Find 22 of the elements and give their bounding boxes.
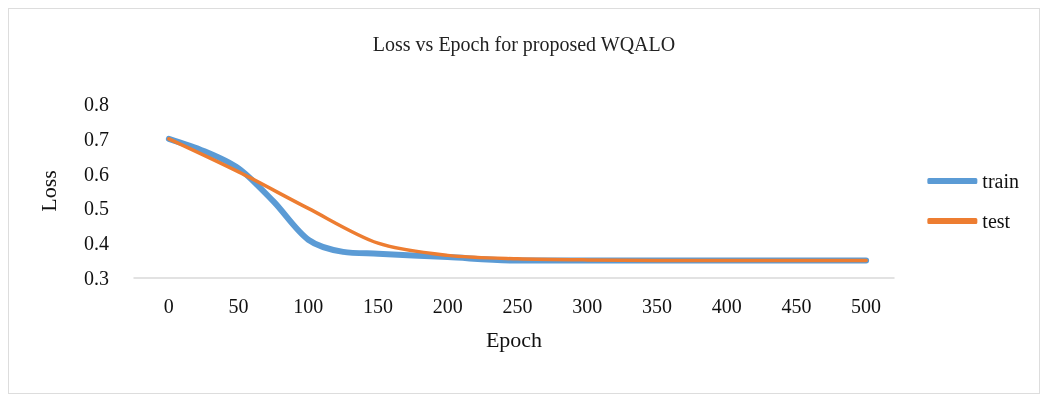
y-tick-label: 0.6 <box>84 162 109 185</box>
x-tick-label: 500 <box>851 295 882 317</box>
x-tick-label: 150 <box>363 295 394 317</box>
x-tick-label: 100 <box>293 295 324 317</box>
y-tick-label: 0.5 <box>84 197 109 220</box>
x-tick-label: 200 <box>432 295 463 317</box>
x-axis-title: Epoch <box>485 326 543 352</box>
x-tick-label: 300 <box>572 295 603 317</box>
x-tick-label: 450 <box>781 295 812 317</box>
x-tick-label: 400 <box>711 295 742 317</box>
legend-label: train <box>982 170 1020 192</box>
legend-label: test <box>982 210 1011 232</box>
x-tick-label: 350 <box>641 295 672 317</box>
x-tick-label: 250 <box>502 295 533 317</box>
y-tick-label: 0.4 <box>84 232 109 255</box>
x-tick-label: 0 <box>163 295 174 317</box>
y-tick-label: 0.3 <box>84 267 109 289</box>
y-axis-title: Loss <box>35 170 61 212</box>
x-tick-label: 50 <box>228 295 249 317</box>
chart-title: Loss vs Epoch for proposed WQALO <box>372 33 676 56</box>
y-tick-label: 0.8 <box>84 93 109 115</box>
y-tick-label: 0.7 <box>84 127 109 150</box>
